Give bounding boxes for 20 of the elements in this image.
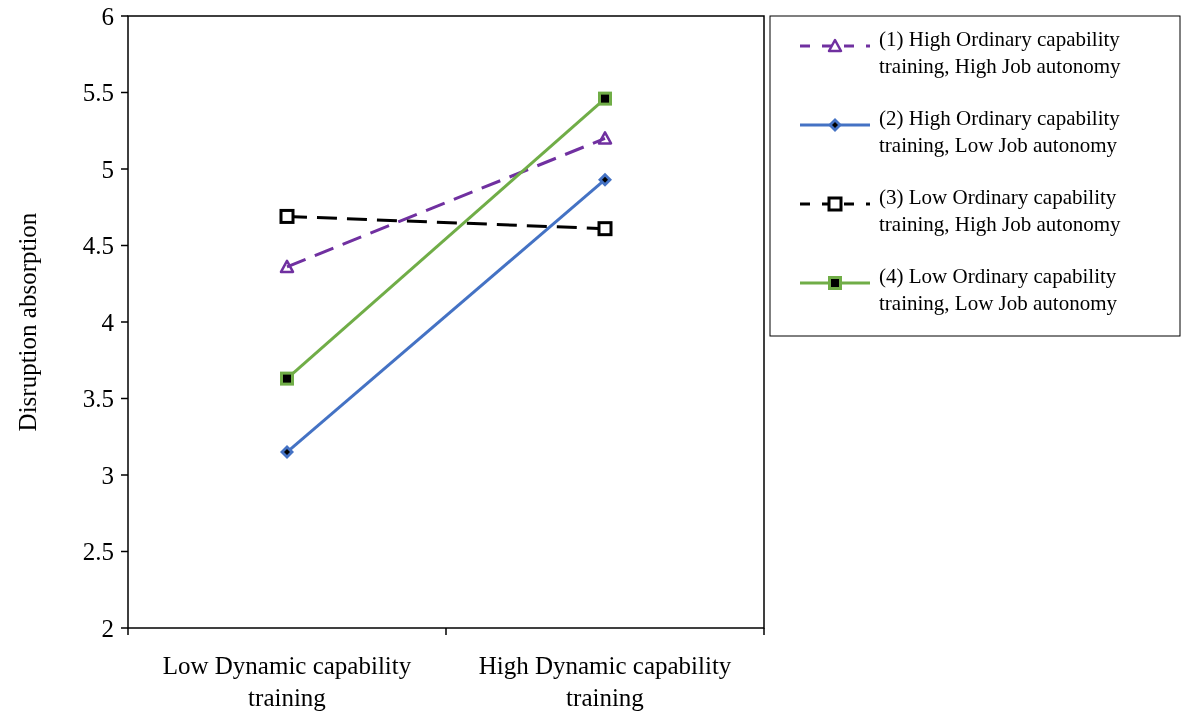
x-tick-label: High Dynamic capability training [478,652,732,711]
legend-label: (3) Low Ordinary capability training, High Job autonomy [879,185,1121,236]
point [597,221,613,237]
y-tick-label: 2 [101,614,114,642]
x-tick-label: Low Dynamic capability training [162,652,412,711]
legend-label: (2) High Ordinary capability training, Low Job autonomy [879,106,1121,157]
legend-label: (4) Low Ordinary capability training, Low Job autonomy [879,264,1118,315]
legend-label: (1) High Ordinary capability training, High Job autonomy [879,27,1121,78]
y-tick-label: 3 [101,461,114,489]
y-tick-label: 5 [101,155,114,183]
y-tick-label: 3.5 [82,385,114,413]
y-tick-label: 4.5 [82,232,114,260]
y-axis-title: Disruption absorption [14,212,41,432]
y-tick-label: 2.5 [82,538,114,566]
y-tick-label: 6 [101,2,114,30]
y-tick-label: 4 [101,308,115,336]
point [598,172,612,187]
point [279,208,295,224]
y-tick-label: 5.5 [82,79,114,107]
point [280,445,294,460]
